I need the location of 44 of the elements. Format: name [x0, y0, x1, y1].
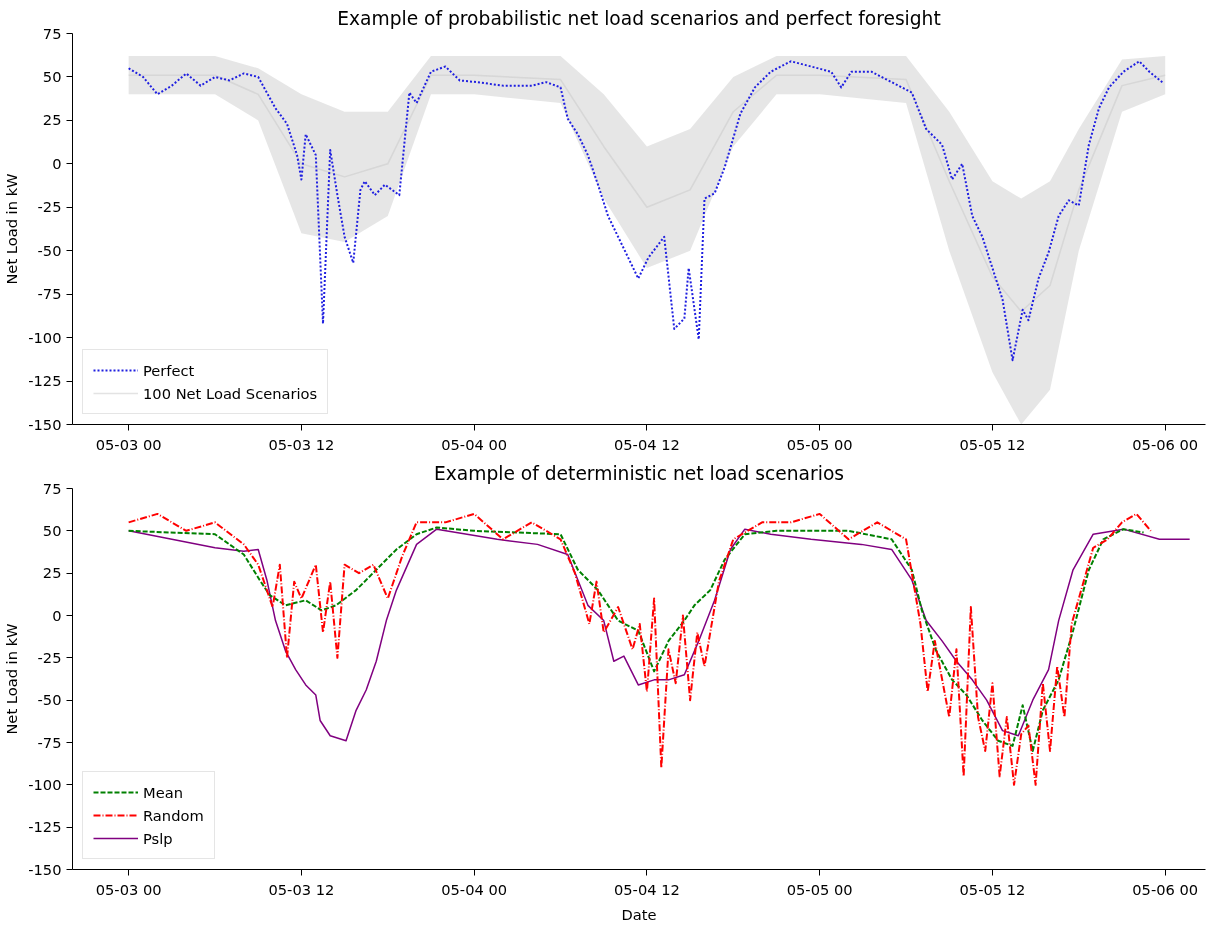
x-tick-label: 05-03 00 — [95, 880, 162, 898]
y-axis-title: Net Load in kW — [3, 622, 21, 735]
x-tick-label: 05-04 00 — [441, 435, 508, 453]
y-tick-label: 0 — [52, 154, 62, 172]
legend-label: Perfect — [143, 361, 195, 379]
chart-title: Example of probabilistic net load scenarios and perfect foresight — [337, 7, 941, 29]
x-tick-label: 05-03 12 — [268, 880, 335, 898]
y-tick-label: -100 — [28, 775, 62, 793]
y-tick-label: -100 — [28, 328, 62, 346]
y-tick-label: 50 — [42, 521, 62, 539]
y-tick-label: -50 — [37, 691, 62, 709]
legend-label: Pslp — [143, 829, 173, 847]
x-tick-label: 05-05 00 — [786, 435, 853, 453]
x-tick-label: 05-06 00 — [1132, 880, 1199, 898]
x-tick-label: 05-05 12 — [959, 880, 1026, 898]
y-tick-label: -150 — [28, 415, 62, 433]
x-tick-label: 05-04 00 — [441, 880, 508, 898]
y-tick-label: -150 — [28, 860, 62, 878]
y-tick-label: -75 — [37, 733, 62, 751]
y-tick-label: -25 — [37, 648, 62, 666]
x-tick-label: 05-03 12 — [268, 435, 335, 453]
y-tick-label: 25 — [42, 111, 62, 129]
y-tick-label: -125 — [28, 818, 62, 836]
x-tick-label: 05-05 12 — [959, 435, 1026, 453]
x-tick-label: 05-06 00 — [1132, 435, 1199, 453]
x-tick-label: 05-04 12 — [613, 880, 680, 898]
y-axis-title: Net Load in kW — [3, 172, 21, 285]
y-tick-label: 25 — [42, 564, 62, 582]
legend-label: Mean — [143, 783, 183, 801]
legend-label: 100 Net Load Scenarios — [143, 384, 318, 402]
y-tick-label: -75 — [37, 285, 62, 303]
y-tick-label: -125 — [28, 372, 62, 390]
y-tick-label: 75 — [42, 479, 62, 497]
x-axis-title: Date — [621, 905, 657, 923]
chart-title: Example of deterministic net load scenarios — [433, 462, 845, 484]
y-tick-label: -25 — [37, 198, 62, 216]
x-tick-label: 05-05 00 — [786, 880, 853, 898]
x-tick-label: 05-03 00 — [95, 435, 162, 453]
y-tick-label: -50 — [37, 241, 62, 259]
y-tick-label: 75 — [42, 24, 62, 42]
legend-label: Random — [143, 806, 204, 824]
x-tick-label: 05-04 12 — [613, 435, 680, 453]
y-tick-label: 0 — [52, 606, 62, 624]
y-tick-label: 50 — [42, 67, 62, 85]
